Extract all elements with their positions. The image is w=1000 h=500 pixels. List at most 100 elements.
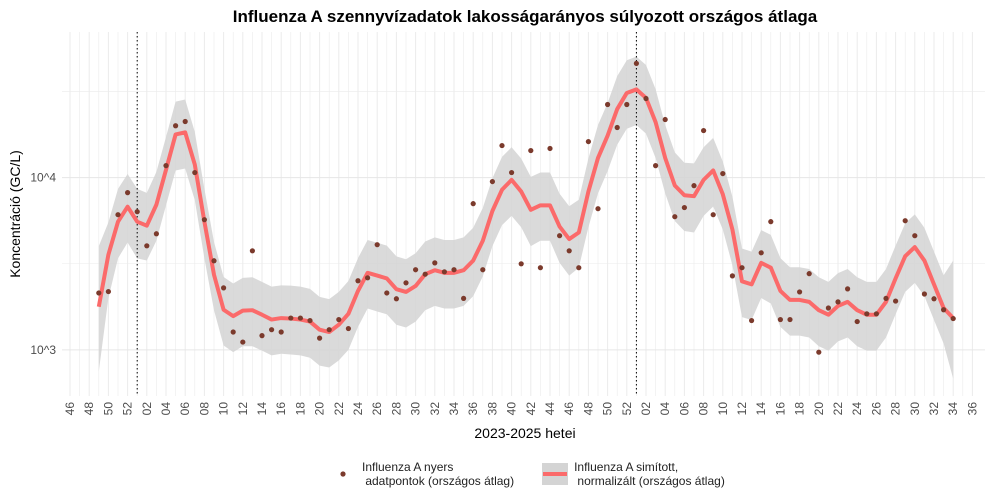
data-point bbox=[470, 201, 476, 207]
x-tick-label: 36 bbox=[965, 402, 979, 416]
data-point bbox=[259, 333, 265, 339]
data-point bbox=[173, 123, 179, 129]
data-point bbox=[96, 290, 102, 296]
data-point bbox=[931, 296, 937, 302]
x-tick-label: 20 bbox=[812, 402, 826, 416]
data-point bbox=[393, 296, 399, 302]
data-point bbox=[720, 170, 726, 177]
data-point bbox=[153, 231, 159, 237]
legend-key bbox=[340, 471, 346, 477]
data-point bbox=[201, 217, 207, 223]
data-point bbox=[134, 209, 140, 215]
x-tick-label: 46 bbox=[562, 402, 576, 416]
legend-label: Influenza A nyers adatpontok (országos á… bbox=[362, 460, 515, 488]
data-point bbox=[643, 95, 649, 102]
data-point bbox=[806, 271, 812, 277]
x-tick-label: 30 bbox=[908, 402, 922, 416]
x-tick-label: 26 bbox=[370, 402, 384, 416]
x-tick-label: 02 bbox=[140, 402, 154, 416]
x-tick-label: 18 bbox=[293, 402, 307, 416]
y-tick-label: 10^4 bbox=[30, 171, 56, 185]
data-point bbox=[576, 265, 582, 271]
legend: Influenza A nyers adatpontok (országos á… bbox=[330, 460, 725, 488]
legend-item: Influenza A simított, normalizált (orszá… bbox=[542, 460, 725, 488]
data-point bbox=[681, 204, 688, 211]
data-point bbox=[288, 315, 294, 321]
data-point bbox=[374, 242, 380, 248]
data-point bbox=[845, 286, 851, 292]
data-point bbox=[672, 214, 678, 220]
data-point bbox=[115, 212, 121, 218]
data-point bbox=[240, 339, 246, 345]
data-point bbox=[729, 273, 736, 279]
data-point bbox=[864, 311, 870, 317]
x-tick-label: 12 bbox=[735, 402, 749, 416]
data-point bbox=[317, 335, 323, 341]
x-tick-label: 02 bbox=[639, 402, 653, 416]
data-point bbox=[163, 162, 169, 169]
data-point bbox=[701, 127, 707, 134]
data-point bbox=[365, 275, 371, 281]
legend-label: Influenza A simított, normalizált (orszá… bbox=[574, 460, 725, 488]
x-tick-label: 22 bbox=[332, 402, 346, 416]
data-point bbox=[422, 271, 428, 277]
data-point bbox=[614, 124, 620, 131]
x-tick-label: 34 bbox=[946, 402, 960, 416]
x-tick-label: 28 bbox=[889, 402, 903, 416]
legend-key bbox=[542, 463, 569, 485]
x-tick-label: 06 bbox=[178, 402, 192, 416]
data-point bbox=[509, 169, 515, 176]
x-tick-label: 14 bbox=[255, 402, 269, 416]
data-point bbox=[854, 318, 860, 325]
data-point bbox=[787, 316, 793, 323]
data-point bbox=[950, 315, 956, 322]
data-point bbox=[269, 327, 275, 333]
x-tick-label: 18 bbox=[793, 402, 807, 416]
data-point bbox=[710, 212, 716, 218]
data-point bbox=[691, 183, 697, 189]
data-point bbox=[355, 278, 361, 284]
data-point bbox=[297, 315, 303, 321]
y-tick-label: 10^3 bbox=[30, 343, 56, 357]
x-tick-label: 06 bbox=[677, 402, 691, 416]
x-tick-label: 14 bbox=[754, 402, 768, 416]
data-point bbox=[249, 248, 255, 254]
x-tick-label: 42 bbox=[524, 402, 538, 416]
data-point bbox=[499, 142, 505, 149]
data-point bbox=[441, 269, 447, 275]
x-tick-label: 52 bbox=[121, 402, 135, 416]
data-point bbox=[278, 329, 284, 335]
data-point bbox=[461, 295, 467, 302]
x-tick-label: 10 bbox=[217, 402, 231, 416]
data-point bbox=[518, 261, 524, 267]
data-point bbox=[585, 138, 592, 145]
data-point bbox=[605, 101, 611, 108]
x-tick-label: 38 bbox=[485, 402, 499, 416]
data-point bbox=[144, 243, 150, 249]
data-point bbox=[105, 288, 111, 295]
x-tick-label: 36 bbox=[466, 402, 480, 416]
x-tick-label: 32 bbox=[428, 402, 442, 416]
x-tick-label: 24 bbox=[351, 402, 365, 416]
data-point bbox=[336, 316, 342, 323]
x-tick-label: 44 bbox=[543, 402, 557, 416]
x-tick-label: 30 bbox=[409, 402, 423, 416]
x-tick-label: 16 bbox=[274, 402, 288, 416]
data-point bbox=[633, 60, 640, 67]
x-tick-label: 26 bbox=[869, 402, 883, 416]
data-point bbox=[480, 267, 486, 273]
chart-title: Influenza A szennyvízadatok lakosságarán… bbox=[233, 7, 818, 26]
x-tick-label: 50 bbox=[601, 402, 615, 416]
data-point bbox=[557, 233, 563, 239]
data-point bbox=[547, 145, 553, 152]
data-point bbox=[211, 258, 217, 264]
x-tick-label: 04 bbox=[159, 402, 173, 416]
data-point bbox=[307, 317, 313, 324]
data-point bbox=[230, 329, 236, 335]
data-point bbox=[835, 299, 841, 305]
data-point bbox=[125, 190, 131, 196]
data-point bbox=[902, 218, 908, 224]
data-point bbox=[451, 267, 457, 273]
x-tick-label: 28 bbox=[389, 402, 403, 416]
data-point bbox=[768, 219, 774, 225]
